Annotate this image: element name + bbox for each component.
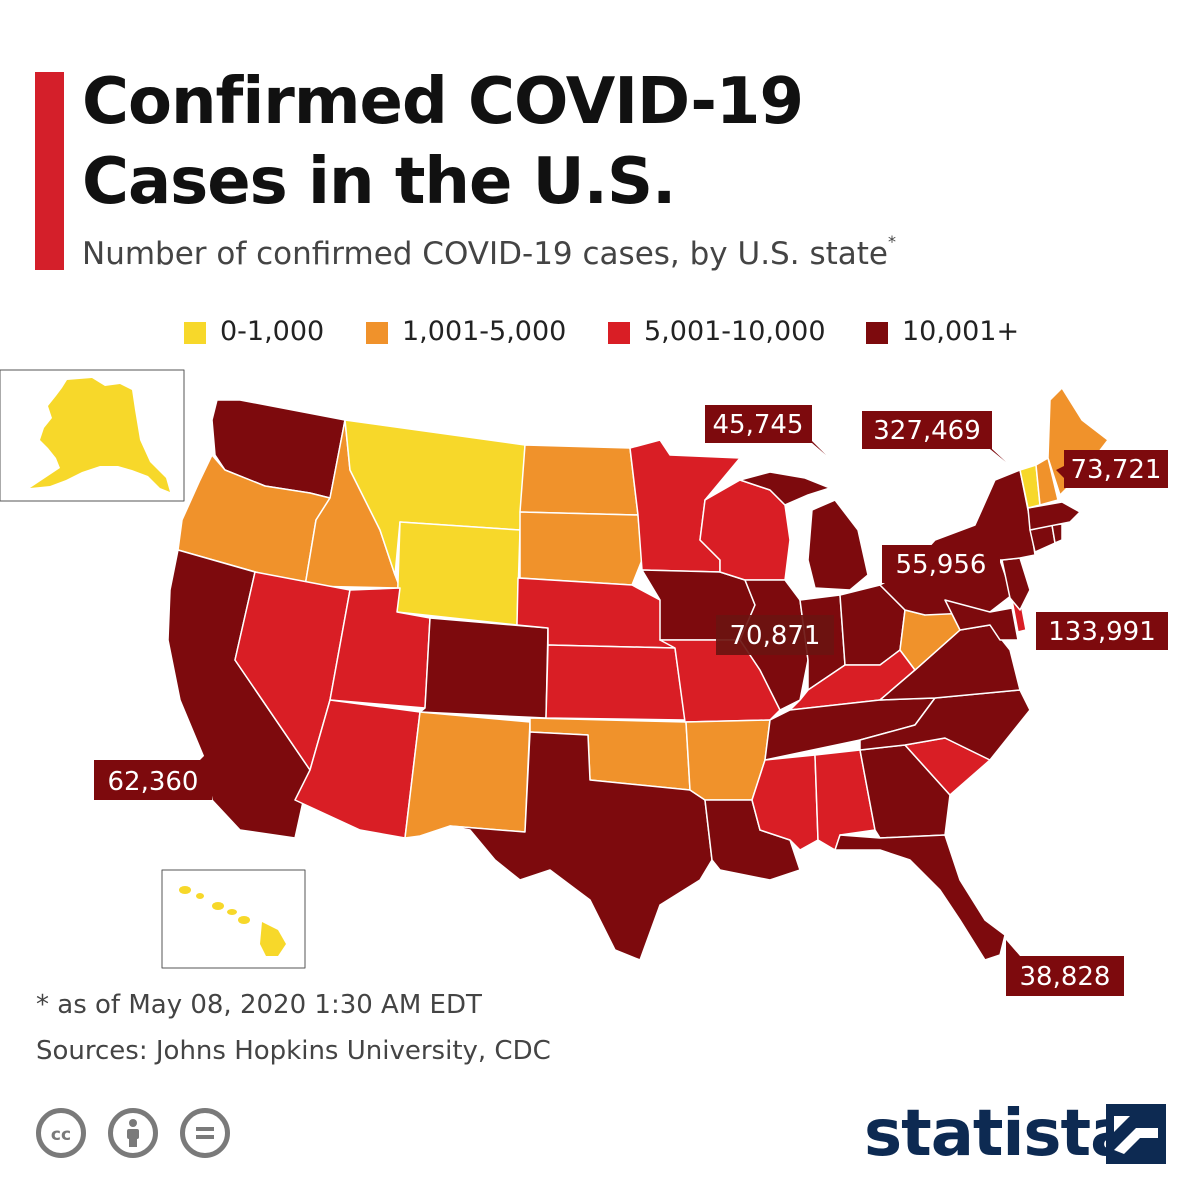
callout-pennsylvania: 55,956	[882, 545, 1000, 583]
title-line-2: Cases in the U.S.	[82, 145, 676, 219]
state-maryland	[944, 599, 1019, 641]
callout-value: 55,956	[896, 550, 987, 580]
no-derivatives-icon[interactable]	[180, 1108, 230, 1158]
sources: Sources: Johns Hopkins University, CDC	[36, 1036, 551, 1066]
legend-label: 1,001-5,000	[402, 316, 567, 347]
legend-label: 5,001-10,000	[644, 316, 826, 347]
callout-box	[1028, 598, 1168, 650]
state-hawaii	[179, 886, 286, 956]
callout-massachusetts: 73,721	[1056, 450, 1168, 488]
page-title: Confirmed COVID-19 Cases in the U.S.	[82, 62, 804, 222]
state-new-mexico	[404, 711, 531, 839]
state-colorado	[419, 617, 549, 719]
callout-box	[716, 615, 834, 655]
state-new-hampshire	[1035, 457, 1059, 506]
legend-label: 10,001+	[902, 316, 1020, 347]
callout-michigan: 45,745	[705, 405, 826, 455]
title-accent-bar	[35, 72, 64, 270]
attribution-icon[interactable]	[108, 1108, 158, 1158]
state-florida	[834, 834, 1006, 961]
subtitle-text: Number of confirmed COVID-19 cases, by U…	[82, 236, 888, 272]
callout-box	[882, 545, 1000, 583]
legend-label: 0-1,000	[220, 316, 325, 347]
callout-florida: 38,828	[1006, 940, 1124, 996]
callout-box	[862, 411, 1006, 462]
callout-value: 73,721	[1071, 455, 1162, 485]
cc-icon[interactable]: cc	[36, 1108, 86, 1158]
legend-swatch	[366, 322, 388, 344]
state-michigan-upper	[739, 471, 831, 506]
state-kansas	[545, 644, 686, 721]
legend-swatch	[608, 322, 630, 344]
callout-illinois: 70,871	[716, 615, 834, 655]
callout-california: 62,360	[94, 748, 212, 800]
state-wyoming	[396, 521, 521, 626]
callout-value: 70,871	[730, 621, 821, 651]
callout-box	[705, 405, 826, 455]
statista-logo-icon	[1106, 1104, 1166, 1164]
state-texas	[449, 731, 713, 961]
title-line-1: Confirmed COVID-19	[82, 65, 804, 139]
state-michigan	[807, 499, 869, 591]
state-massachusetts	[1027, 501, 1081, 531]
state-north-dakota	[519, 444, 639, 516]
callout-value: 62,360	[108, 767, 199, 797]
state-south-dakota	[519, 511, 643, 586]
state-alaska	[30, 378, 170, 492]
callout-box	[1006, 940, 1124, 996]
callout-new-york: 327,469	[862, 411, 1006, 462]
subtitle-marker: *	[887, 232, 896, 251]
callout-value: 133,991	[1048, 617, 1156, 647]
brand-wordmark: statista	[864, 1097, 1133, 1171]
callout-box	[94, 748, 212, 800]
hawaii-inset-frame	[161, 869, 306, 969]
footnote: * as of May 08, 2020 1:30 AM EDT	[36, 990, 482, 1020]
callout-value: 45,745	[713, 410, 804, 440]
legend-swatch	[866, 322, 888, 344]
callout-box	[1056, 450, 1168, 488]
callout-value: 38,828	[1020, 962, 1111, 992]
callout-new-jersey: 133,991	[1028, 598, 1168, 650]
svg-text:cc: cc	[51, 1125, 71, 1145]
statista-logo: statista	[864, 1094, 1133, 1174]
callout-value: 327,469	[873, 416, 981, 446]
page-subtitle: Number of confirmed COVID-19 cases, by U…	[82, 232, 896, 272]
legend-swatch	[184, 322, 206, 344]
